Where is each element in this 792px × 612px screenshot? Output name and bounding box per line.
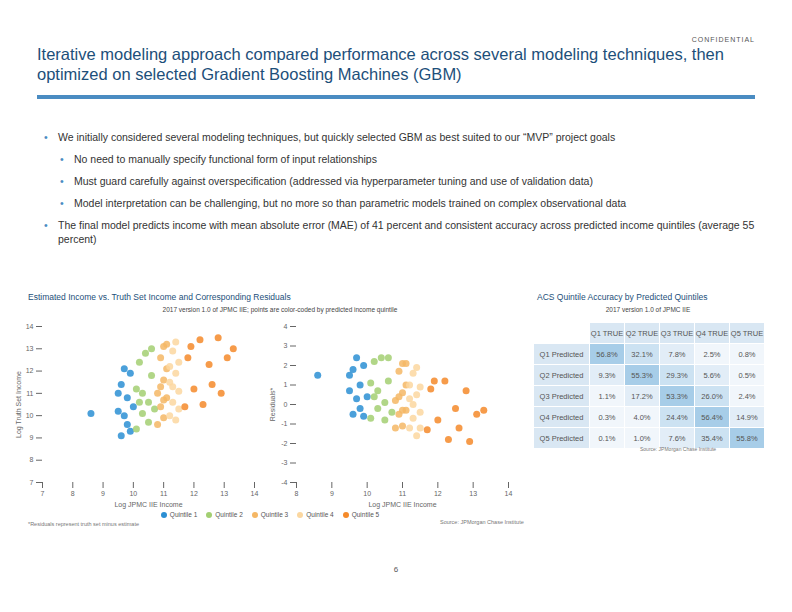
html-text:We initially considered severa: We initially considered several modeling…: [58, 131, 616, 143]
html-text:29.3%: 29.3%: [666, 370, 688, 380]
html-text:Estimated Income vs. Truth Set: Estimated Income vs. Truth Set Income an…: [28, 292, 291, 302]
html-text:*Residuals represent truth set: *Residuals represent truth set minus est…: [28, 521, 139, 527]
html-text:Source: JPMorgan Chase Institu: Source: JPMorgan Chase Institute: [640, 446, 717, 452]
html-text:Quintile 2: Quintile 2: [215, 511, 243, 518]
html-text:53.3%: 53.3%: [666, 391, 688, 401]
html-text:26.0%: 26.0%: [701, 391, 723, 401]
html-text:Model interpretation can be ch: Model interpretation can be challenging,…: [74, 197, 627, 209]
svg-text:11: 11: [160, 490, 167, 497]
svg-text:13: 13: [220, 490, 228, 497]
svg-text:8: 8: [295, 490, 299, 497]
html-text:Quintile 4: Quintile 4: [306, 511, 334, 518]
svg-text:4: 4: [284, 323, 288, 330]
html-text:Quintile 1: Quintile 1: [169, 511, 198, 518]
html-text:17.2%: 17.2%: [631, 391, 653, 401]
html-text:Iterative modeling approach co: Iterative modeling approach compared per…: [37, 45, 724, 83]
html-text:14.9%: 14.9%: [736, 412, 758, 422]
html-text:7.8%: 7.8%: [668, 349, 686, 359]
html-text:0.1%: 0.1%: [598, 433, 616, 443]
svg-text:9: 9: [30, 434, 34, 441]
svg-text:Log Truth Set Income: Log Truth Set Income: [15, 371, 23, 438]
svg-text:1: 1: [284, 381, 288, 388]
svg-text:-2: -2: [281, 440, 287, 447]
svg-text:11: 11: [399, 490, 406, 497]
svg-text:0: 0: [284, 401, 288, 408]
html-text:Q3 Predicted: Q3 Predicted: [539, 391, 584, 401]
svg-text:-3: -3: [281, 459, 287, 466]
svg-text:Residuals*: Residuals*: [269, 387, 276, 421]
html-text:55.8%: 55.8%: [736, 433, 758, 443]
html-text:2017 version 1.0 of JPMC IIE: 2017 version 1.0 of JPMC IIE: [605, 306, 691, 313]
html-text:Q1 TRUE Q2 TRUE Q3 TRUE Q4 TRU: Q1 TRUE Q2 TRUE Q3 TRUE Q4 TRUE Q5 TRUE: [590, 328, 764, 338]
svg-text:12: 12: [190, 490, 198, 497]
html-text:1.0%: 1.0%: [633, 433, 651, 443]
html-text:5.6%: 5.6%: [703, 370, 721, 380]
html-text:2.5%: 2.5%: [703, 349, 721, 359]
html-text:Must guard carefully against o: Must guard carefully against overspecifi…: [74, 175, 593, 187]
html-text:7.6%: 7.6%: [668, 433, 686, 443]
html-text:Quintile 5: Quintile 5: [351, 511, 380, 518]
html-text:55.3%: 55.3%: [631, 370, 653, 380]
html-text:Q5 Predicted: Q5 Predicted: [539, 433, 584, 443]
html-text:The final model predicts incom: The final model predicts income with mea…: [58, 219, 755, 245]
html-text:1.1%: 1.1%: [598, 391, 616, 401]
svg-text:14: 14: [251, 490, 259, 497]
html-text:24.4%: 24.4%: [666, 412, 688, 422]
svg-text:8: 8: [71, 490, 75, 497]
html-text:0.3%: 0.3%: [598, 412, 616, 422]
svg-text:11: 11: [26, 390, 33, 397]
html-text:0.5%: 0.5%: [738, 370, 756, 380]
html-text:2.4%: 2.4%: [738, 391, 756, 401]
html-text:32.1%: 32.1%: [631, 349, 653, 359]
svg-text:9: 9: [330, 490, 334, 497]
html-text:56.8%: 56.8%: [596, 349, 618, 359]
svg-text:3: 3: [284, 342, 288, 349]
html-text:2017 version 1.0 of JPMC IIE;: 2017 version 1.0 of JPMC IIE; points are…: [162, 306, 398, 313]
html-text:Q2 Predicted: Q2 Predicted: [539, 370, 584, 380]
html-text:No need to manually specify fu: No need to manually specify functional f…: [74, 153, 377, 165]
svg-text:13: 13: [26, 345, 34, 352]
svg-text:7: 7: [30, 479, 34, 486]
svg-text:13: 13: [469, 490, 477, 497]
svg-text:9: 9: [101, 490, 105, 497]
html-text:ACS Quintile Accuracy by Predi: ACS Quintile Accuracy by Predicted Quint…: [537, 292, 708, 302]
svg-text:10: 10: [363, 490, 371, 497]
html-text:6: 6: [393, 565, 399, 574]
html-text:0.8%: 0.8%: [738, 349, 756, 359]
html-text:Q4 Predicted: Q4 Predicted: [539, 412, 584, 422]
svg-text:-4: -4: [281, 479, 287, 486]
html-text:35.4%: 35.4%: [701, 433, 723, 443]
svg-text:8: 8: [30, 456, 34, 463]
html-text:9.3%: 9.3%: [598, 370, 616, 380]
html-text:Quintile 3: Quintile 3: [260, 511, 289, 518]
svg-text:2: 2: [284, 362, 288, 369]
svg-text:10: 10: [26, 412, 34, 419]
svg-text:Log JPMC IIE Income: Log JPMC IIE Income: [114, 501, 182, 509]
svg-text:12: 12: [26, 367, 34, 374]
html-text:4.0%: 4.0%: [633, 412, 651, 422]
svg-text:14: 14: [505, 490, 513, 497]
svg-text:Log JPMC IIE Income: Log JPMC IIE Income: [368, 501, 436, 509]
svg-text:14: 14: [26, 323, 34, 330]
html-text:Q1 Predicted: Q1 Predicted: [539, 349, 584, 359]
html-text:56.4%: 56.4%: [701, 412, 723, 422]
svg-text:-1: -1: [281, 420, 287, 427]
svg-text:12: 12: [434, 490, 442, 497]
svg-text:7: 7: [41, 490, 45, 497]
svg-text:10: 10: [129, 490, 137, 497]
html-text:Source: JPMorgan Chase Institu: Source: JPMorgan Chase Institute: [440, 519, 524, 525]
html-text:CONFIDENTIAL: CONFIDENTIAL: [691, 36, 755, 43]
